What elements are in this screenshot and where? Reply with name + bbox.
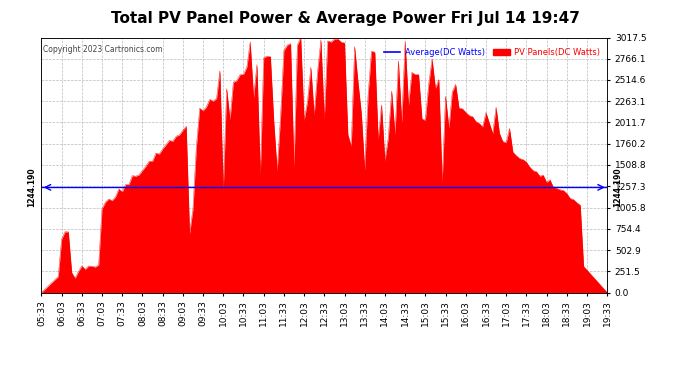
Legend: Average(DC Watts), PV Panels(DC Watts): Average(DC Watts), PV Panels(DC Watts)	[380, 44, 603, 60]
Text: 1244.190: 1244.190	[613, 168, 622, 207]
Text: 1244.190: 1244.190	[27, 168, 36, 207]
Text: Total PV Panel Power & Average Power Fri Jul 14 19:47: Total PV Panel Power & Average Power Fri…	[110, 11, 580, 26]
Text: Copyright 2023 Cartronics.com: Copyright 2023 Cartronics.com	[43, 45, 162, 54]
